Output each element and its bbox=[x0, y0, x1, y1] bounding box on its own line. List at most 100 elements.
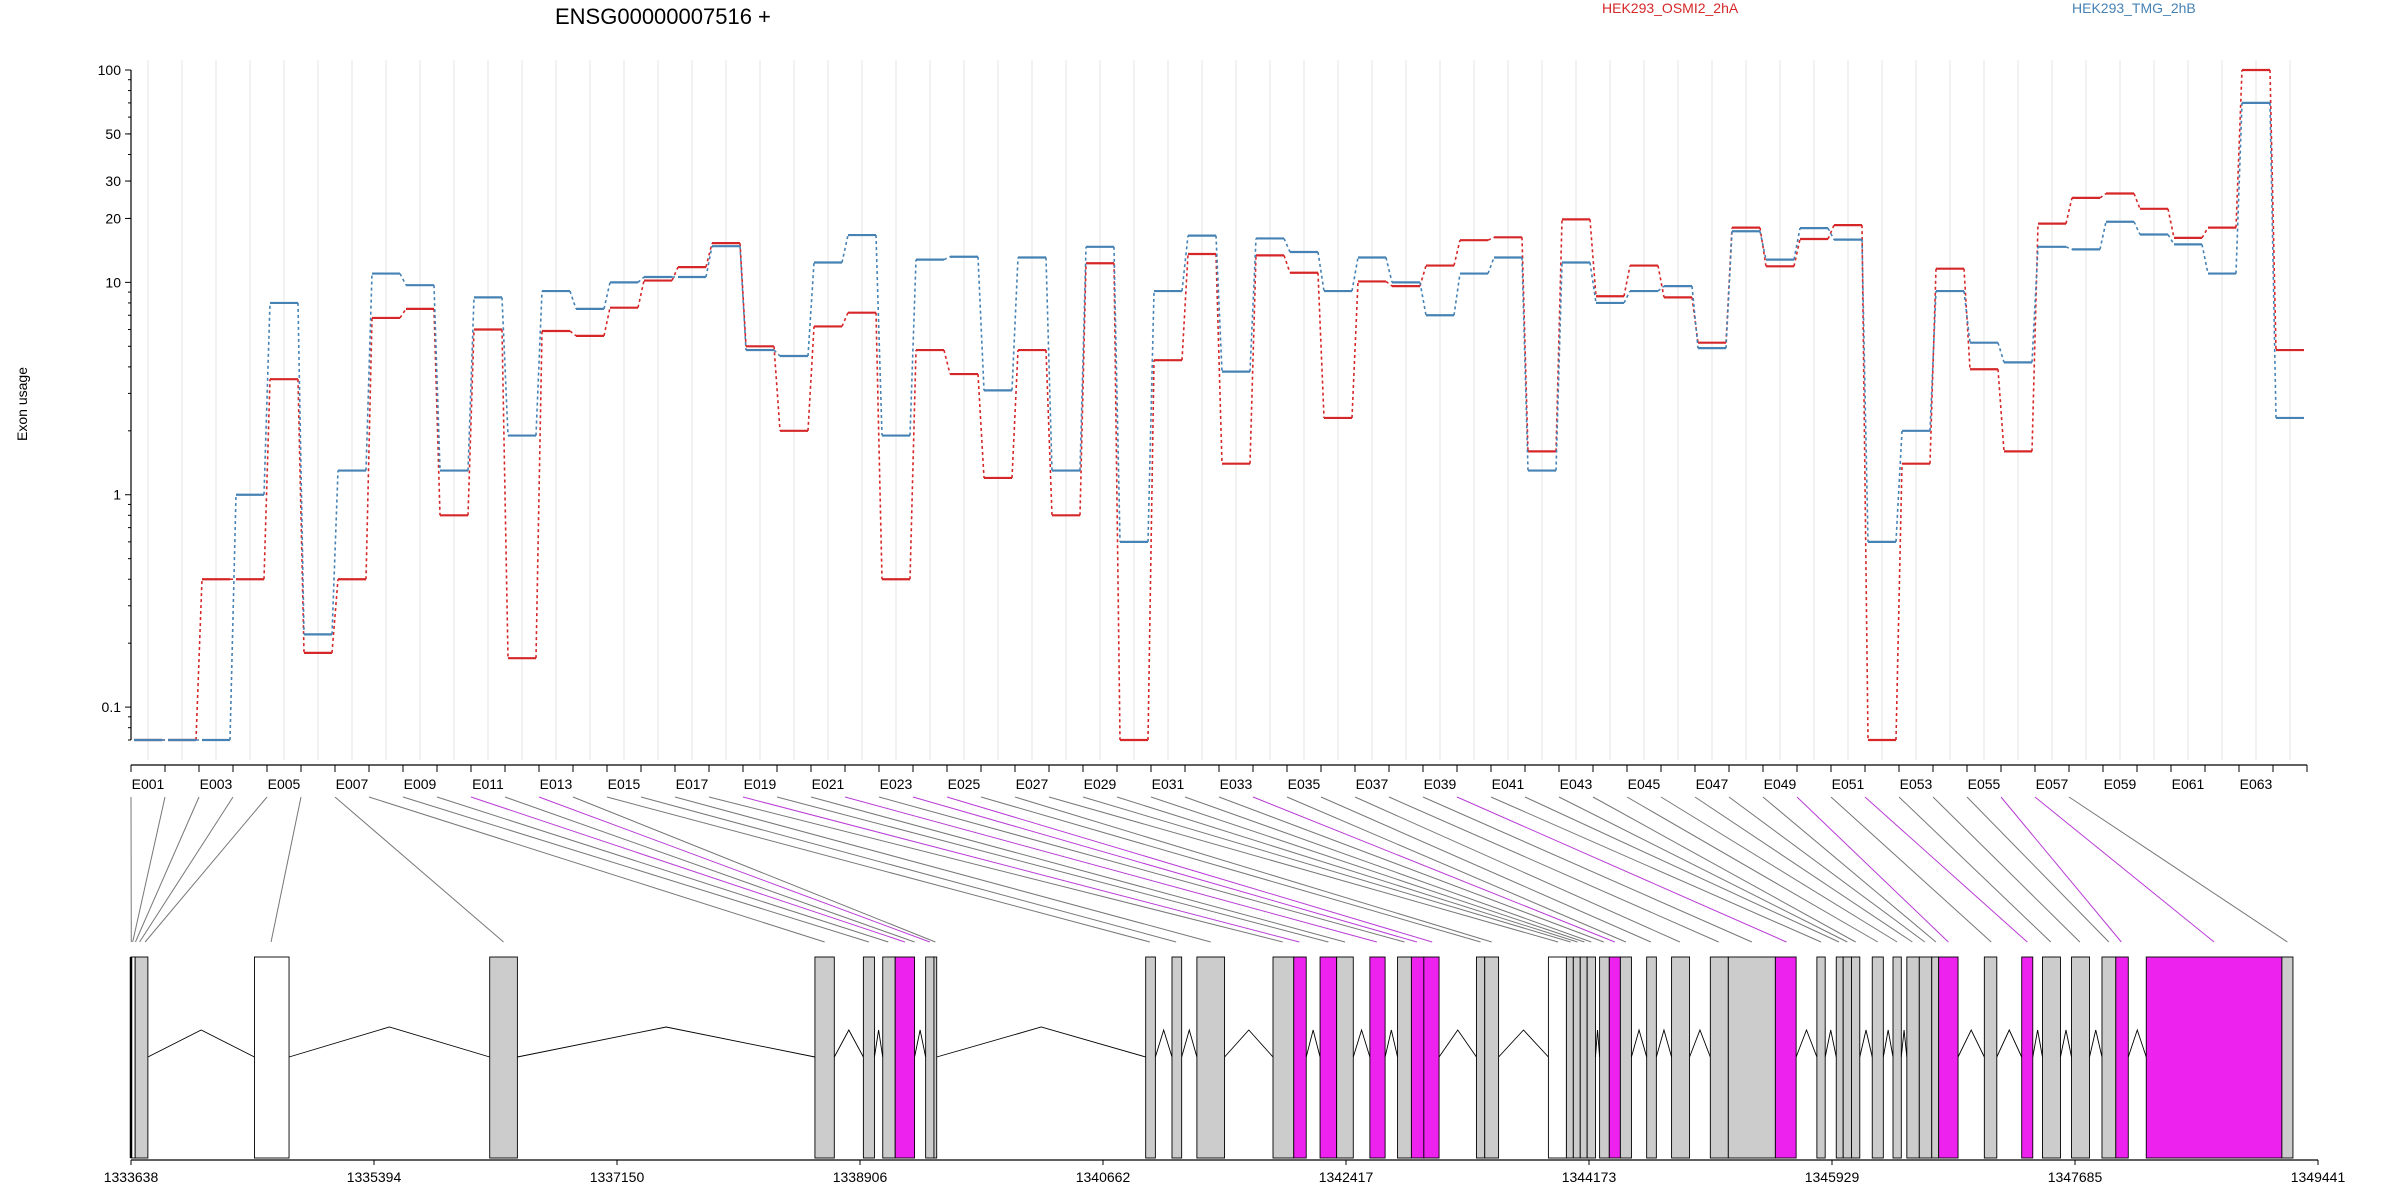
mapping-line bbox=[1966, 796, 2110, 943]
exon-box bbox=[1983, 956, 1998, 1159]
exon-box bbox=[1171, 956, 1183, 1159]
mapping-line bbox=[2034, 796, 2215, 943]
intron-line bbox=[1305, 1029, 1321, 1058]
mapping-line bbox=[640, 796, 1177, 943]
x-axis: E001 E003 E005 E007 E009 E011 E013 E015 E017 E019… bbox=[130, 764, 2308, 792]
x-tick-label: E031 bbox=[1152, 776, 1185, 792]
mapping-line bbox=[1830, 796, 1992, 943]
x-tick-label: E045 bbox=[1628, 776, 1661, 792]
mapping-line bbox=[436, 796, 889, 943]
exon-box bbox=[2101, 956, 2117, 1159]
x-tick-label: E001 bbox=[132, 776, 165, 792]
y-tick-label: 1 bbox=[113, 487, 121, 503]
mapping-line bbox=[606, 796, 1150, 943]
intron-line bbox=[1795, 1028, 1818, 1058]
series-lines bbox=[134, 68, 2304, 742]
mapping-line bbox=[1524, 796, 1840, 943]
mapping-line bbox=[810, 796, 1346, 943]
x-tick-label: E063 bbox=[2240, 776, 2273, 792]
mapping-line bbox=[742, 796, 1300, 943]
exon-box bbox=[1579, 956, 1588, 1159]
intron-line bbox=[1224, 1029, 1274, 1058]
exon-box bbox=[1484, 956, 1500, 1159]
exon-box bbox=[1572, 956, 1581, 1159]
genome-tick-label: 1347685 bbox=[2048, 1169, 2103, 1185]
mapping-line bbox=[912, 796, 1418, 943]
mapping-line bbox=[504, 796, 915, 943]
intron-line bbox=[1900, 1029, 1908, 1058]
x-tick-label: E053 bbox=[1900, 776, 1933, 792]
mapping-line bbox=[1796, 796, 1949, 943]
mapping-line bbox=[1660, 796, 1898, 943]
mapping-line bbox=[572, 796, 936, 943]
mapping-line bbox=[980, 796, 1481, 943]
exon-box bbox=[2281, 956, 2294, 1159]
y-tick-label: 0.1 bbox=[102, 699, 122, 715]
mapping-line bbox=[1592, 796, 1856, 943]
exon-box bbox=[1871, 956, 1884, 1159]
x-tick-label: E059 bbox=[2104, 776, 2137, 792]
mapping-line bbox=[1184, 796, 1592, 943]
mapping-line bbox=[1558, 796, 1848, 943]
series-connector bbox=[162, 102, 2277, 741]
exon-box bbox=[1145, 956, 1156, 1159]
gene-model bbox=[129, 956, 2294, 1159]
intron-line bbox=[1154, 1028, 1173, 1058]
intron-line bbox=[288, 1026, 490, 1058]
intron-line bbox=[1384, 1029, 1398, 1058]
x-tick-label: E009 bbox=[404, 776, 437, 792]
exon-box bbox=[1619, 956, 1632, 1159]
exon-box bbox=[1931, 956, 1940, 1159]
exon-box bbox=[1319, 956, 1338, 1159]
exon-box bbox=[1608, 956, 1621, 1159]
y-tick-label: 100 bbox=[98, 62, 122, 78]
genome-axis: 1333638 1335394 1337150 1338906 1340662 13424… bbox=[104, 1159, 2346, 1185]
genome-tick-label: 1333638 bbox=[104, 1169, 159, 1185]
mapping-line bbox=[1354, 796, 1681, 943]
legend-entry-osmi2: HEK293_OSMI2_2hA bbox=[1602, 0, 1739, 16]
x-tick-label: E027 bbox=[1016, 776, 1049, 792]
genome-tick-label: 1344173 bbox=[1562, 1169, 1617, 1185]
exon-box bbox=[1892, 956, 1902, 1159]
x-tick-label: E051 bbox=[1832, 776, 1865, 792]
exon-box bbox=[1475, 956, 1486, 1159]
exon-box bbox=[1599, 956, 1610, 1159]
exon-box bbox=[1774, 956, 1797, 1159]
x-tick-label: E057 bbox=[2036, 776, 2069, 792]
x-tick-label: E035 bbox=[1288, 776, 1321, 792]
mapping-line bbox=[334, 796, 504, 943]
y-tick-label: 50 bbox=[105, 126, 121, 142]
exon-box bbox=[1565, 956, 1574, 1159]
mapping-line bbox=[1150, 796, 1585, 943]
intron-line bbox=[1996, 1028, 2023, 1058]
exon-box bbox=[1293, 956, 1307, 1159]
intron-line bbox=[914, 1029, 927, 1058]
intron-line bbox=[2060, 1029, 2072, 1058]
intron-line bbox=[1181, 1028, 1198, 1058]
intron-line bbox=[517, 1026, 816, 1058]
exon-box bbox=[933, 956, 938, 1159]
genome-tick-label: 1335394 bbox=[347, 1169, 402, 1185]
intron-line bbox=[1824, 1029, 1837, 1058]
intron-line bbox=[2127, 1028, 2147, 1058]
mapping-line bbox=[776, 796, 1329, 943]
genome-tick-label: 1349441 bbox=[2291, 1169, 2346, 1185]
intron-line bbox=[1957, 1028, 1985, 1058]
intron-line bbox=[1595, 1029, 1601, 1058]
mapping-line bbox=[674, 796, 1211, 943]
x-tick-label: E041 bbox=[1492, 776, 1525, 792]
mapping-line bbox=[132, 796, 166, 943]
exon-box bbox=[1842, 956, 1852, 1159]
x-tick-label: E005 bbox=[268, 776, 301, 792]
exon-box bbox=[1727, 956, 1776, 1159]
mapping-line bbox=[2000, 796, 2122, 943]
genome-tick-label: 1345929 bbox=[1805, 1169, 1860, 1185]
exon-mapping-lines bbox=[130, 796, 2288, 943]
mapping-line bbox=[1048, 796, 1559, 943]
exon-box bbox=[2071, 956, 2090, 1159]
x-tick-label: E055 bbox=[1968, 776, 2001, 792]
mapping-line bbox=[1388, 796, 1719, 943]
exon-box bbox=[2042, 956, 2061, 1159]
exon-box bbox=[1671, 956, 1691, 1159]
